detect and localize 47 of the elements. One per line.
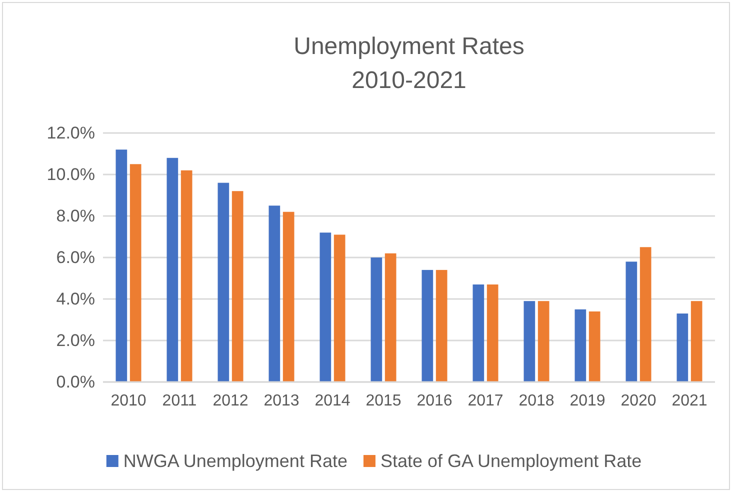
bar xyxy=(232,191,244,382)
x-tick-label: 2010 xyxy=(110,392,146,410)
x-tick-label: 2012 xyxy=(212,392,248,410)
bar xyxy=(486,284,498,382)
bar xyxy=(472,284,484,382)
bar xyxy=(218,182,230,382)
x-tick-label: 2019 xyxy=(570,392,606,410)
bar xyxy=(334,234,346,382)
y-tick-label: 12.0% xyxy=(46,123,95,142)
y-tick-label: 10.0% xyxy=(46,164,95,184)
bar xyxy=(422,270,434,382)
y-tick-label: 6.0% xyxy=(56,248,95,267)
bar xyxy=(524,301,536,382)
x-tick-label: 2015 xyxy=(366,392,402,410)
x-tick-label: 2018 xyxy=(518,392,554,410)
bar xyxy=(180,170,192,382)
bar xyxy=(320,232,332,382)
x-tick-label: 2013 xyxy=(264,392,300,410)
bar xyxy=(574,309,586,382)
bar xyxy=(626,262,638,382)
bar xyxy=(436,270,448,382)
bar xyxy=(384,253,396,382)
x-tick-label: 2016 xyxy=(416,392,452,410)
bar xyxy=(538,301,550,382)
legend-label: NWGA Unemployment Rate xyxy=(123,451,348,471)
bar xyxy=(268,206,280,382)
chart-title: Unemployment Rates xyxy=(294,33,524,60)
bar xyxy=(166,158,178,382)
y-tick-label: 4.0% xyxy=(56,289,95,308)
bar xyxy=(370,258,382,382)
y-tick-label: 0.0% xyxy=(56,372,95,392)
bar xyxy=(640,247,652,382)
bar xyxy=(588,311,600,382)
bar xyxy=(116,150,128,382)
x-tick-label: 2011 xyxy=(162,392,197,410)
x-tick-label: 2017 xyxy=(468,392,504,410)
y-tick-label: 2.0% xyxy=(56,330,95,350)
x-tick-label: 2014 xyxy=(314,392,350,410)
bar xyxy=(690,301,702,382)
bar xyxy=(130,164,142,382)
legend-label: State of GA Unemployment Rate xyxy=(380,451,642,471)
x-tick-label: 2021 xyxy=(672,392,708,410)
bar xyxy=(676,314,688,382)
y-tick-label: 8.0% xyxy=(56,206,95,226)
bar xyxy=(282,212,294,382)
x-tick-label: 2020 xyxy=(620,392,656,410)
chart-subtitle: 2010-2021 xyxy=(352,67,466,94)
